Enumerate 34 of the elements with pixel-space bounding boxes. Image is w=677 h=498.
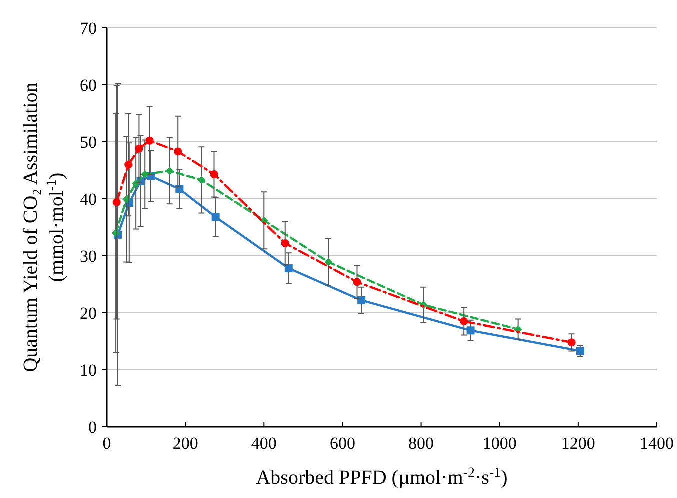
x-tick-label: 1400 (640, 434, 674, 453)
point (324, 258, 333, 266)
y-tick-label: 50 (80, 132, 97, 152)
x-tick-label: 400 (251, 434, 277, 453)
point (353, 278, 362, 286)
point (146, 136, 154, 145)
x-tick-label: 800 (408, 434, 434, 453)
point (568, 338, 576, 347)
x-tick-label: 0 (102, 434, 112, 453)
x-tick-label: 1200 (561, 434, 596, 453)
point (358, 296, 366, 304)
y-tick-label: 10 (80, 360, 97, 380)
point (460, 318, 468, 326)
point (212, 213, 220, 222)
x-axis-title: Absorbed PPFD (µmol·m$^{-2}$·s$^{-1}$) (256, 466, 508, 489)
y-tick-label: 70 (80, 18, 97, 38)
point (135, 144, 144, 153)
point (198, 176, 206, 184)
x-tick-label: 200 (172, 434, 198, 453)
x-tick-label: 1000 (482, 434, 517, 453)
y-tick-label: 20 (80, 304, 97, 323)
point (284, 264, 293, 273)
point (281, 239, 290, 248)
point (112, 198, 121, 206)
y-tick-label: 0 (88, 418, 97, 437)
y-tick-label: 40 (80, 190, 97, 209)
x-tick-label: 600 (330, 434, 356, 453)
y-tick-label: 30 (80, 246, 97, 266)
y-tick-label: 60 (80, 76, 97, 95)
point (466, 326, 475, 335)
point (166, 167, 174, 176)
point (174, 148, 182, 156)
point (124, 160, 133, 169)
point (210, 170, 218, 178)
